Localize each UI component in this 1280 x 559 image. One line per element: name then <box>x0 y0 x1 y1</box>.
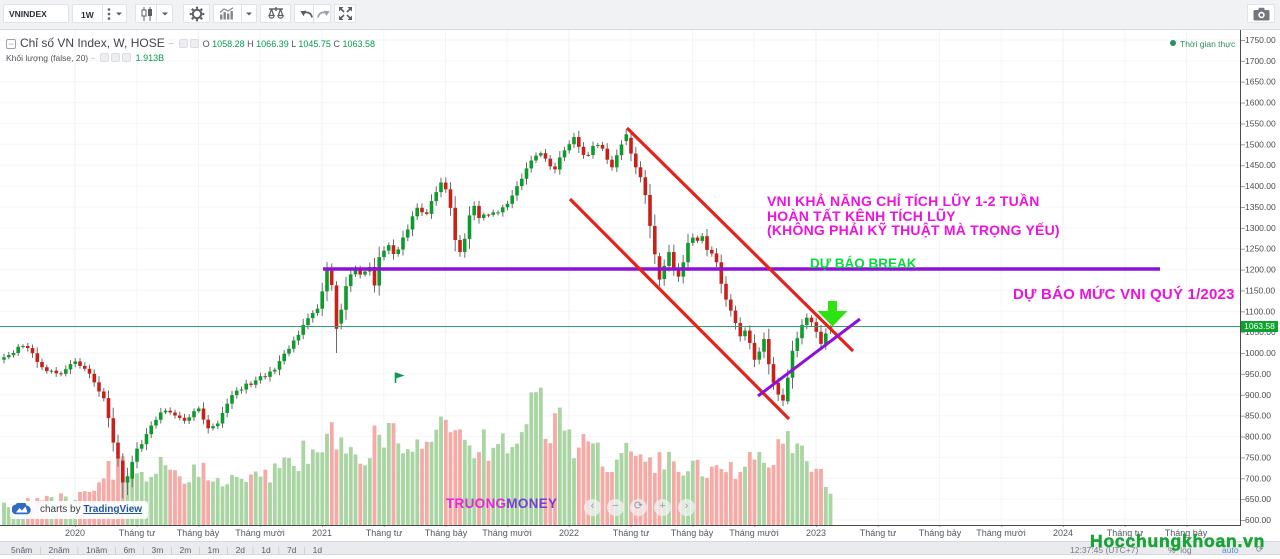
svg-text:1450.00: 1450.00 <box>1245 160 1276 170</box>
svg-text:1400.00: 1400.00 <box>1245 181 1276 191</box>
svg-text:650.00: 650.00 <box>1245 494 1271 504</box>
svg-text:1200.00: 1200.00 <box>1245 265 1276 275</box>
svg-text:1000.00: 1000.00 <box>1245 348 1276 358</box>
svg-text:1650.00: 1650.00 <box>1245 77 1276 87</box>
svg-text:1100.00: 1100.00 <box>1245 306 1275 316</box>
svg-text:1600.00: 1600.00 <box>1245 98 1276 108</box>
svg-text:900.00: 900.00 <box>1245 390 1271 400</box>
svg-text:1050.00: 1050.00 <box>1245 327 1276 337</box>
svg-text:800.00: 800.00 <box>1245 432 1271 442</box>
svg-text:1300.00: 1300.00 <box>1245 223 1276 233</box>
svg-text:1700.00: 1700.00 <box>1245 56 1276 66</box>
svg-text:1350.00: 1350.00 <box>1245 202 1276 212</box>
svg-text:750.00: 750.00 <box>1245 452 1271 462</box>
svg-text:1150.00: 1150.00 <box>1245 285 1275 295</box>
svg-text:700.00: 700.00 <box>1245 473 1271 483</box>
svg-text:950.00: 950.00 <box>1245 369 1271 379</box>
svg-text:850.00: 850.00 <box>1245 411 1271 421</box>
svg-text:1500.00: 1500.00 <box>1245 139 1276 149</box>
svg-text:1750.00: 1750.00 <box>1245 35 1276 45</box>
svg-text:600.00: 600.00 <box>1245 515 1271 525</box>
svg-text:1550.00: 1550.00 <box>1245 119 1276 129</box>
svg-text:1250.00: 1250.00 <box>1245 244 1276 254</box>
